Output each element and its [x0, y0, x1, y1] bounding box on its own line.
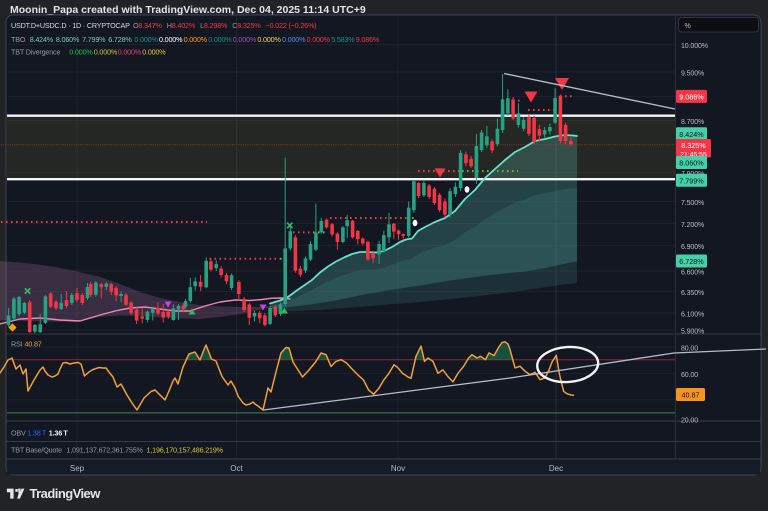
svg-text:9.500%: 9.500% [681, 71, 704, 78]
svg-text:80.00: 80.00 [681, 346, 698, 353]
svg-text:O8.347%H8.402%L8.298%C8.325%−0: O8.347% H8.402% L8.298% C8.325% −0.022 (−0.2… [133, 21, 316, 30]
svg-text:Dec: Dec [549, 464, 563, 473]
svg-text:%: % [685, 23, 691, 30]
svg-text:5.900%: 5.900% [681, 329, 704, 336]
svg-text:0.000%: 0.000% [257, 35, 281, 44]
svg-text:9.086%: 9.086% [679, 93, 704, 102]
svg-text:OBV: OBV [11, 429, 26, 438]
svg-text:8.424%: 8.424% [679, 130, 704, 139]
svg-text:7.500%: 7.500% [681, 200, 704, 207]
svg-text:1,091,137,672,361.755%: 1,091,137,672,361.755% [66, 446, 143, 455]
svg-text:8.325%: 8.325% [681, 141, 706, 150]
svg-text:8.700%: 8.700% [681, 119, 704, 126]
svg-text:0.000%: 0.000% [184, 35, 208, 44]
svg-text:0.000%: 0.000% [142, 48, 166, 57]
svg-text:Nov: Nov [391, 464, 405, 473]
svg-text:8.060%: 8.060% [679, 159, 704, 168]
svg-text:TBT Divergence: TBT Divergence [11, 48, 60, 57]
svg-text:TBT Base/Quote: TBT Base/Quote [11, 446, 62, 455]
svg-text:6.728%: 6.728% [108, 35, 132, 44]
svg-text:0.000%: 0.000% [208, 35, 232, 44]
svg-text:0.000%: 0.000% [282, 35, 306, 44]
svg-text:5.583%: 5.583% [331, 35, 355, 44]
svg-text:7.799%: 7.799% [679, 177, 704, 186]
svg-text:0.000%: 0.000% [307, 35, 331, 44]
svg-text:40.87: 40.87 [682, 391, 700, 400]
svg-text:RSI: RSI [11, 340, 23, 349]
svg-text:Oct: Oct [230, 464, 243, 473]
svg-text:6.100%: 6.100% [681, 312, 704, 319]
svg-text:9.086%: 9.086% [356, 35, 380, 44]
svg-text:10.000%: 10.000% [681, 43, 708, 50]
svg-text:8.424%: 8.424% [30, 35, 54, 44]
svg-text:0.000%: 0.000% [159, 35, 183, 44]
svg-text:Sep: Sep [70, 464, 85, 473]
svg-text:TradingView: TradingView [30, 486, 102, 501]
svg-text:1,196,170,157,486.219%: 1,196,170,157,486.219% [147, 446, 224, 455]
svg-text:USDT.D+USDC.D · 1D · CRYPTOCAP: USDT.D+USDC.D · 1D · CRYPTOCAP [11, 21, 130, 30]
svg-text:0.000%: 0.000% [118, 48, 142, 57]
svg-text:0.000%: 0.000% [134, 35, 158, 44]
svg-text:1.36 T: 1.36 T [49, 429, 69, 438]
svg-text:21:45:55: 21:45:55 [680, 151, 707, 158]
svg-text:6.728%: 6.728% [679, 257, 704, 266]
svg-text:40.87: 40.87 [25, 340, 42, 349]
svg-text:Moonin_Papa created with Tradi: Moonin_Papa created with TradingView.com… [10, 4, 366, 16]
svg-text:0.000%: 0.000% [94, 48, 118, 57]
svg-text:6.900%: 6.900% [681, 244, 704, 251]
svg-text:60.00: 60.00 [681, 372, 698, 379]
svg-text:8.060%: 8.060% [56, 35, 80, 44]
svg-text:20.00: 20.00 [681, 418, 698, 425]
svg-text:1.38 T: 1.38 T [27, 429, 47, 438]
svg-text:TBO: TBO [11, 35, 26, 44]
svg-text:6.600%: 6.600% [681, 270, 704, 277]
svg-text:0.000%: 0.000% [233, 35, 257, 44]
svg-text:0.000%: 0.000% [69, 48, 93, 57]
svg-text:6.350%: 6.350% [681, 290, 704, 297]
svg-text:7.799%: 7.799% [82, 35, 106, 44]
svg-text:7.200%: 7.200% [681, 222, 704, 229]
